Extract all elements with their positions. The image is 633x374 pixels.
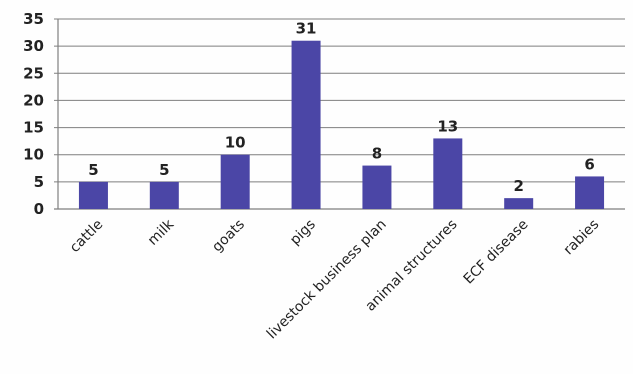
bar	[504, 198, 534, 209]
category-label: livestock business plan	[264, 217, 390, 343]
data-label: 8	[372, 145, 382, 163]
data-label: 10	[225, 134, 246, 152]
y-tick-label: 10	[23, 146, 44, 164]
bar	[362, 165, 392, 209]
bars	[78, 40, 605, 209]
data-label: 6	[584, 155, 594, 173]
y-tick-label: 15	[23, 119, 44, 137]
y-tick-label: 35	[23, 10, 44, 28]
data-label: 31	[296, 20, 317, 38]
y-tick-label: 5	[34, 173, 44, 191]
category-label: milk	[145, 216, 178, 249]
data-label: 5	[159, 161, 169, 179]
category-label: goats	[209, 217, 248, 256]
bar	[433, 138, 463, 209]
data-labels: 5 5 10 31 8 13 2 6	[88, 20, 595, 195]
y-tick-label: 30	[23, 37, 44, 55]
data-label: 5	[88, 161, 98, 179]
y-tick-label: 20	[23, 91, 44, 109]
bar	[220, 154, 250, 209]
data-label: 13	[437, 117, 458, 135]
y-tick-label: 25	[23, 64, 44, 82]
category-label: ECF disease	[461, 217, 532, 288]
bar	[149, 181, 179, 209]
bar	[291, 40, 321, 209]
bar	[78, 181, 108, 209]
data-label: 2	[513, 177, 523, 195]
category-label: cattle	[67, 217, 106, 256]
bar	[575, 176, 605, 209]
category-label: pigs	[287, 217, 319, 249]
y-tick-label: 0	[34, 200, 44, 218]
category-label: rabies	[561, 217, 603, 259]
y-axis-ticks: 0 5 10 15 20 25 30 35	[23, 10, 44, 218]
gridlines	[54, 18, 625, 210]
